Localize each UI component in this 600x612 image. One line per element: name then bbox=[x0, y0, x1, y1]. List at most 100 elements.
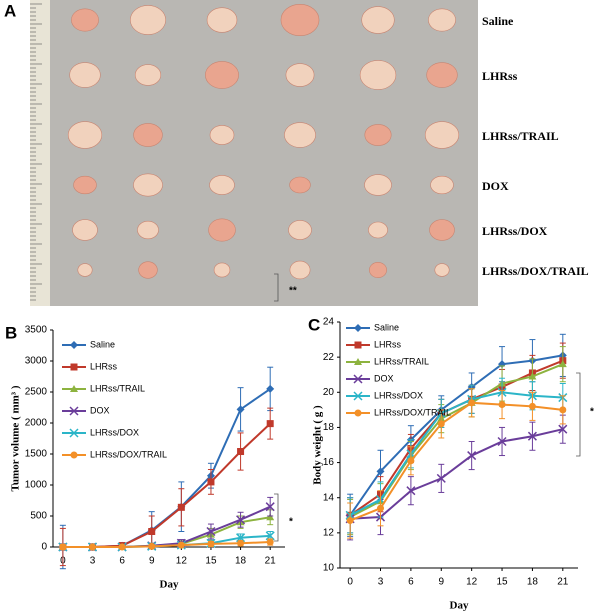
legend-marker bbox=[353, 374, 363, 384]
legend-marker bbox=[69, 406, 79, 416]
tumor bbox=[285, 63, 315, 87]
y-tick-label: 12 bbox=[323, 527, 335, 538]
marker bbox=[436, 473, 446, 483]
tumor bbox=[434, 263, 450, 277]
marker bbox=[406, 486, 416, 496]
y-axis-title: Body weight ( g ) bbox=[312, 405, 324, 485]
tumor bbox=[73, 175, 97, 195]
marker bbox=[559, 406, 567, 414]
marker bbox=[236, 515, 246, 525]
y-tick-label: 1000 bbox=[25, 480, 48, 491]
legend-label: LHRss bbox=[90, 361, 118, 371]
legend-label: LHRss/TRAIL bbox=[90, 383, 145, 393]
tumor bbox=[205, 61, 239, 89]
marker bbox=[558, 360, 567, 368]
tumor bbox=[289, 260, 311, 280]
legend-label: Saline bbox=[374, 322, 399, 332]
marker bbox=[528, 372, 537, 380]
y-tick-label: 1500 bbox=[25, 449, 48, 460]
legend-label: LHRss/TRAIL bbox=[374, 356, 429, 366]
legend-marker bbox=[70, 363, 78, 371]
legend-marker bbox=[354, 358, 362, 365]
tumor bbox=[359, 60, 397, 90]
tumor bbox=[288, 220, 312, 240]
x-axis-title: Day bbox=[160, 579, 179, 591]
y-tick-label: 14 bbox=[323, 492, 335, 503]
tumor bbox=[71, 8, 99, 32]
y-tick-label: 24 bbox=[323, 317, 335, 328]
marker bbox=[468, 399, 476, 407]
marker bbox=[528, 402, 536, 410]
significance-bracket bbox=[274, 493, 279, 542]
series-line bbox=[349, 354, 563, 516]
marker bbox=[265, 502, 275, 512]
tumor bbox=[134, 64, 162, 86]
tumor bbox=[130, 5, 166, 35]
significance-label: * bbox=[590, 407, 594, 418]
legend-label: LHRss/DOX/TRAIL bbox=[374, 407, 451, 417]
marker bbox=[498, 401, 506, 409]
tumor bbox=[428, 8, 456, 32]
marker bbox=[558, 424, 568, 434]
legend-label: LHRss/DOX bbox=[90, 427, 139, 437]
ruler bbox=[30, 0, 50, 306]
x-tick-label: 6 bbox=[119, 556, 125, 567]
legend-label: DOX bbox=[374, 373, 394, 383]
panel-label: A bbox=[4, 1, 16, 20]
marker bbox=[177, 541, 185, 549]
y-tick-label: 500 bbox=[30, 511, 47, 522]
marker bbox=[376, 467, 385, 476]
x-tick-label: 12 bbox=[466, 577, 478, 588]
marker bbox=[266, 513, 275, 521]
tumor bbox=[361, 6, 395, 34]
tumor bbox=[206, 7, 238, 33]
marker bbox=[237, 448, 245, 456]
legend-marker bbox=[69, 428, 79, 438]
y-tick-label: 22 bbox=[323, 352, 335, 363]
marker bbox=[59, 543, 67, 551]
panel-label: B bbox=[5, 323, 17, 342]
marker bbox=[266, 420, 274, 428]
tumor bbox=[137, 220, 159, 240]
tumor bbox=[209, 175, 235, 195]
tumor bbox=[364, 124, 392, 146]
x-tick-label: 18 bbox=[235, 556, 247, 567]
marker bbox=[346, 517, 354, 525]
tumor bbox=[209, 125, 235, 145]
tumor bbox=[430, 175, 454, 195]
marker bbox=[527, 431, 537, 441]
x-tick-label: 21 bbox=[557, 577, 569, 588]
marker bbox=[118, 543, 126, 551]
row-label: LHRss/DOX bbox=[482, 224, 548, 238]
tumor bbox=[284, 122, 316, 148]
tumor bbox=[364, 174, 392, 196]
tumor bbox=[69, 62, 101, 88]
marker bbox=[237, 539, 245, 547]
tumor bbox=[424, 121, 460, 149]
marker bbox=[437, 420, 445, 428]
marker bbox=[266, 538, 274, 546]
x-tick-label: 18 bbox=[527, 577, 539, 588]
significance-bracket bbox=[576, 372, 581, 457]
tumor bbox=[133, 123, 163, 147]
tumor bbox=[369, 262, 387, 278]
marker bbox=[206, 526, 216, 537]
tumor bbox=[77, 263, 93, 277]
marker bbox=[377, 504, 385, 512]
row-label: LHRss bbox=[482, 69, 518, 83]
legend-marker bbox=[353, 391, 363, 401]
y-tick-label: 18 bbox=[323, 422, 335, 433]
series-line bbox=[349, 401, 563, 522]
marker bbox=[407, 457, 415, 465]
x-tick-label: 15 bbox=[496, 577, 508, 588]
x-tick-label: 21 bbox=[265, 556, 277, 567]
marker bbox=[467, 451, 477, 461]
x-tick-label: 0 bbox=[347, 577, 353, 588]
y-tick-label: 16 bbox=[323, 457, 335, 468]
y-axis-title: Tumor volume ( mm³ ) bbox=[10, 385, 22, 491]
tumor bbox=[72, 219, 98, 241]
row-label: Saline bbox=[482, 14, 514, 28]
tumor bbox=[138, 261, 158, 279]
x-tick-label: 15 bbox=[205, 556, 217, 567]
